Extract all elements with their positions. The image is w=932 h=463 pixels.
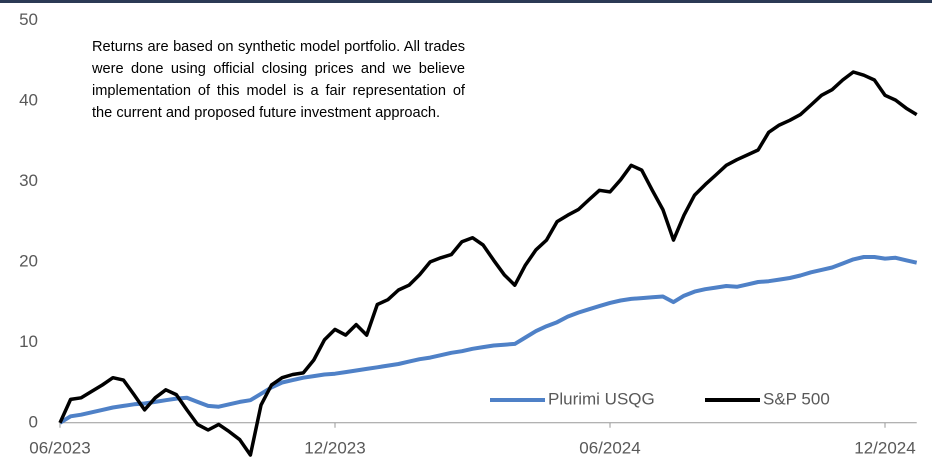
y-tick-label: 10 bbox=[19, 332, 38, 351]
series-line bbox=[58, 70, 918, 457]
top-border bbox=[0, 0, 932, 3]
series-line bbox=[58, 255, 918, 425]
x-tick-label: 06/2023 bbox=[29, 438, 90, 457]
legend-label: S&P 500 bbox=[763, 389, 830, 408]
y-tick-label: 0 bbox=[29, 412, 38, 431]
x-tick-label: 06/2024 bbox=[579, 438, 640, 457]
x-tick-label: 12/2023 bbox=[304, 438, 365, 457]
y-tick-label: 40 bbox=[19, 90, 38, 109]
y-tick-label: 20 bbox=[19, 251, 38, 270]
y-tick-label: 30 bbox=[19, 171, 38, 190]
legend-label: Plurimi USQG bbox=[548, 389, 655, 408]
x-tick-label: 12/2024 bbox=[854, 438, 915, 457]
y-tick-label: 50 bbox=[19, 10, 38, 29]
annotation: Returns are based on synthetic model por… bbox=[92, 39, 465, 121]
